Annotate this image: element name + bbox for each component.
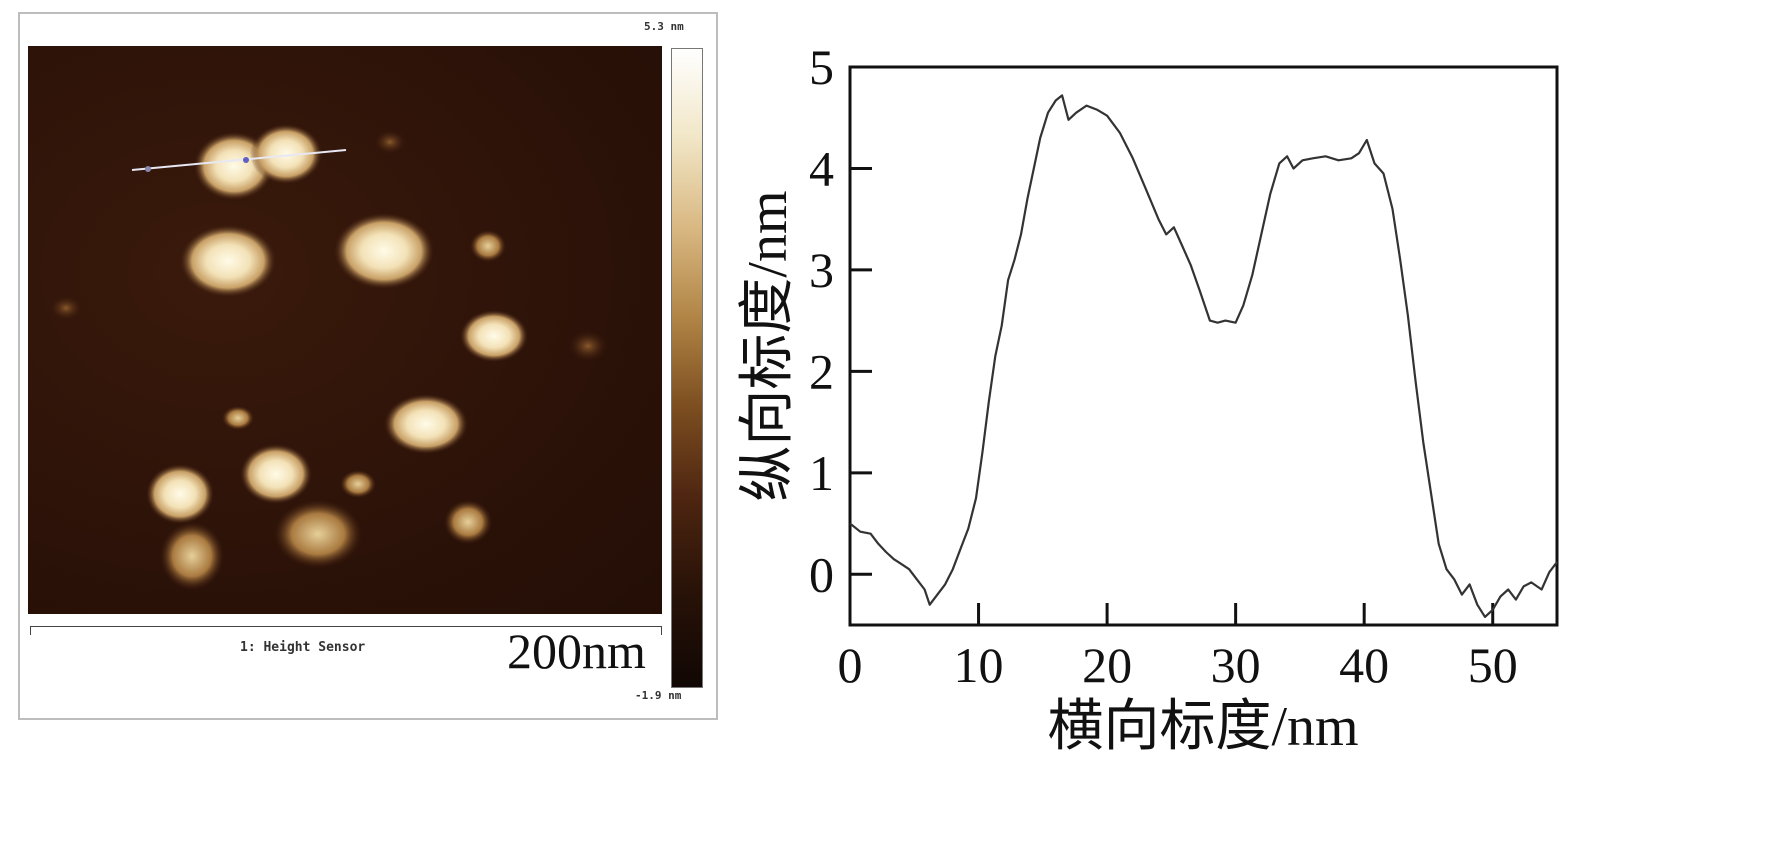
y-tick-label: 4	[809, 140, 834, 196]
profile-marker	[145, 166, 151, 172]
x-axis-ticks: 0 10 20 30 40 50	[838, 603, 1518, 693]
x-tick-label: 0	[838, 637, 863, 693]
y-tick-label: 2	[809, 343, 834, 399]
channel-label: 1: Height Sensor	[240, 640, 366, 655]
y-axis-label: 纵向标度/nm	[737, 190, 799, 501]
x-axis-label: 横向标度/nm	[1047, 696, 1358, 758]
colorbar-max-label: 5.3 nm	[644, 20, 684, 33]
x-tick-label: 10	[954, 637, 1004, 693]
y-tick-label: 3	[809, 242, 834, 298]
particle	[146, 464, 214, 524]
channel-bracket	[30, 626, 662, 635]
profile-marker	[243, 157, 249, 163]
colorbar-min-label: -1.9 nm	[635, 689, 682, 702]
x-tick-label: 40	[1339, 637, 1389, 693]
x-tick-label: 30	[1211, 637, 1261, 693]
particle	[250, 124, 322, 184]
particle	[340, 470, 376, 498]
particle	[460, 310, 528, 362]
particle	[160, 522, 224, 590]
particle	[384, 394, 468, 454]
particle	[568, 330, 608, 362]
profile-series-line	[849, 94, 1558, 618]
profile-chart: 0 10 20 30 40 50 0 1 2 3 4 5 横向标度/nm 纵向标度/nm	[737, 39, 1559, 758]
y-tick-label: 0	[809, 546, 834, 602]
particle	[240, 444, 312, 504]
plot-area	[848, 65, 1559, 627]
profile-line	[131, 149, 347, 171]
particle	[180, 225, 276, 297]
y-axis-ticks: 0 1 2 3 4 5	[809, 39, 872, 602]
particle	[470, 230, 506, 262]
particle	[334, 213, 434, 289]
y-tick-label: 1	[809, 445, 834, 501]
height-colorbar	[671, 48, 703, 688]
afm-height-map	[28, 46, 662, 614]
particle	[374, 130, 406, 154]
y-tick-label: 5	[809, 39, 834, 95]
particle	[50, 296, 82, 320]
x-tick-label: 50	[1468, 637, 1518, 693]
particle	[222, 406, 254, 430]
x-tick-label: 20	[1082, 637, 1132, 693]
afm-particles	[50, 124, 608, 590]
scale-bar-label: 200nm	[507, 623, 646, 679]
particle	[444, 500, 492, 544]
afm-image-panel: 5.3 nm	[18, 12, 718, 720]
particle	[274, 500, 362, 568]
